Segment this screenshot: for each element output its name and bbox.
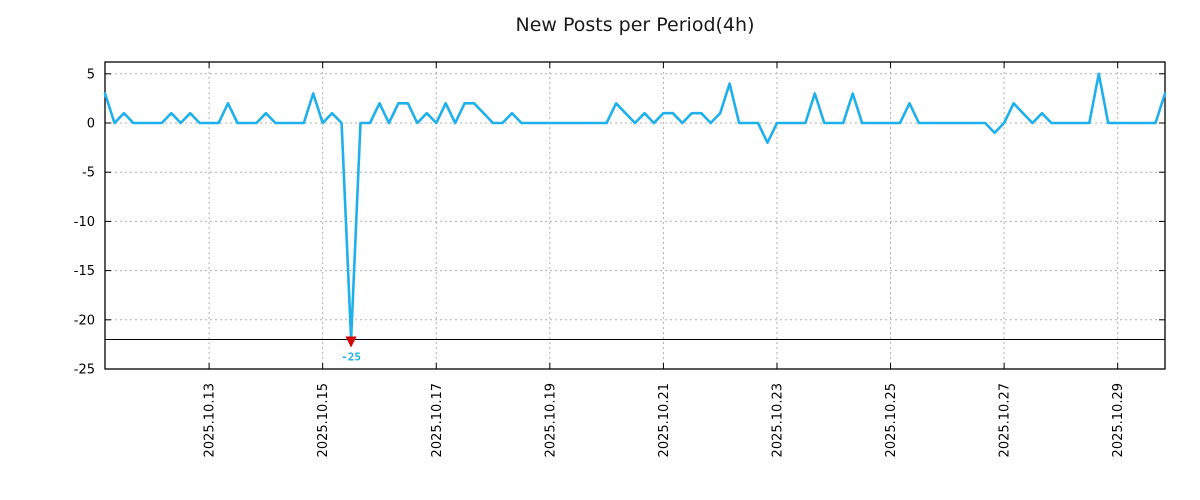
x-tick-label: 2025.10.15 (316, 383, 331, 457)
min-annotation-label: -25 (341, 350, 361, 363)
plot-border (104, 61, 1166, 370)
x-tick-label: 2025.10.23 (770, 383, 785, 457)
x-tick-label: 2025.10.27 (998, 383, 1013, 457)
y-tick-label: -10 (74, 215, 95, 230)
x-tick-label: 2025.10.19 (543, 383, 558, 457)
x-tick-label: 2025.10.25 (884, 383, 899, 457)
x-tick-label: 2025.10.29 (1111, 383, 1126, 457)
y-tick-label: 0 (87, 117, 95, 132)
y-tick-label: -5 (82, 166, 95, 181)
min-marker-arrow (345, 336, 357, 348)
y-tick-label: 5 (87, 67, 95, 82)
y-tick-label: -25 (74, 363, 95, 378)
y-tick-label: -15 (74, 264, 95, 279)
y-tick-label: -20 (74, 313, 95, 328)
chart-title: New Posts per Period(4h) (515, 14, 755, 36)
x-tick-label: 2025.10.17 (430, 383, 445, 457)
x-tick-label: 2025.10.13 (203, 383, 218, 457)
series-line (103, 72, 1167, 341)
x-tick-label: 2025.10.21 (657, 383, 672, 457)
